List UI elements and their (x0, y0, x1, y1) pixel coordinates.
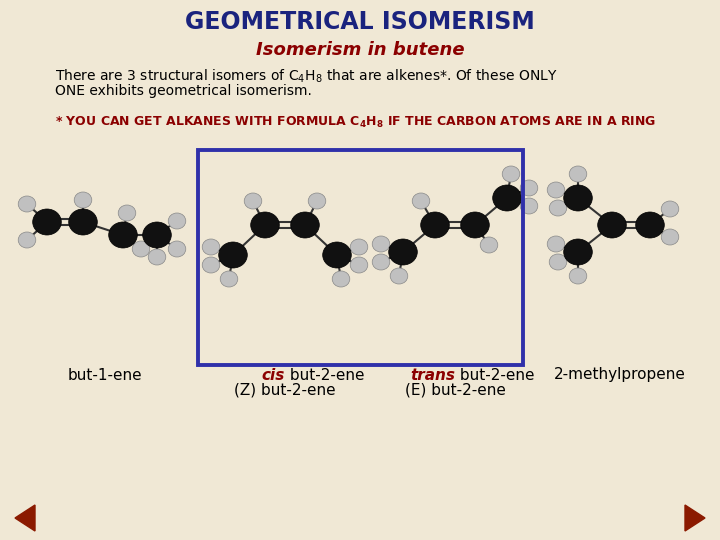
Text: cis: cis (261, 368, 285, 382)
Ellipse shape (598, 212, 626, 238)
Text: 2-methylpropene: 2-methylpropene (554, 368, 686, 382)
Text: Isomerism in butene: Isomerism in butene (256, 41, 464, 59)
Ellipse shape (390, 268, 408, 284)
Ellipse shape (547, 236, 564, 252)
Ellipse shape (32, 209, 61, 235)
Ellipse shape (549, 254, 567, 270)
Ellipse shape (412, 193, 430, 209)
Ellipse shape (219, 242, 247, 268)
Ellipse shape (420, 212, 449, 238)
Ellipse shape (492, 185, 521, 211)
Text: There are 3 structural isomers of $\mathregular{C_4H_8}$ that are alkenes*. Of t: There are 3 structural isomers of $\math… (55, 68, 558, 85)
Ellipse shape (244, 193, 262, 209)
Text: * YOU CAN GET ALKANES WITH FORMULA $\mathregular{C_4H_8}$ IF THE CARBON ATOMS AR: * YOU CAN GET ALKANES WITH FORMULA $\mat… (55, 114, 657, 130)
Ellipse shape (109, 222, 138, 248)
Ellipse shape (503, 166, 520, 182)
Ellipse shape (168, 213, 186, 229)
Text: but-1-ene: but-1-ene (68, 368, 143, 382)
Ellipse shape (350, 239, 368, 255)
Text: ONE exhibits geometrical isomerism.: ONE exhibits geometrical isomerism. (55, 84, 312, 98)
Ellipse shape (18, 196, 36, 212)
Ellipse shape (549, 200, 567, 216)
Ellipse shape (18, 232, 36, 248)
Ellipse shape (661, 201, 679, 217)
Ellipse shape (220, 271, 238, 287)
Ellipse shape (570, 166, 587, 182)
Text: (E) but-2-ene: (E) but-2-ene (405, 382, 505, 397)
Polygon shape (15, 505, 35, 531)
Ellipse shape (74, 192, 92, 208)
Ellipse shape (461, 212, 490, 238)
Ellipse shape (143, 222, 171, 248)
Ellipse shape (636, 212, 665, 238)
Ellipse shape (308, 193, 325, 209)
Ellipse shape (68, 209, 97, 235)
Ellipse shape (291, 212, 319, 238)
Ellipse shape (132, 241, 150, 257)
Ellipse shape (332, 271, 350, 287)
Polygon shape (685, 505, 705, 531)
Ellipse shape (372, 236, 390, 252)
Ellipse shape (661, 229, 679, 245)
Ellipse shape (350, 257, 368, 273)
Ellipse shape (118, 205, 136, 221)
Text: GEOMETRICAL ISOMERISM: GEOMETRICAL ISOMERISM (185, 10, 535, 34)
Ellipse shape (251, 212, 279, 238)
Ellipse shape (521, 198, 538, 214)
Ellipse shape (564, 185, 593, 211)
Text: (Z) but-2-ene: (Z) but-2-ene (234, 382, 336, 397)
Ellipse shape (389, 239, 418, 265)
Ellipse shape (168, 241, 186, 257)
Text: but-2-ene: but-2-ene (455, 368, 534, 382)
Text: trans: trans (410, 368, 455, 382)
Bar (198, 150, 523, 365)
Ellipse shape (547, 182, 564, 198)
Ellipse shape (564, 239, 593, 265)
Ellipse shape (521, 180, 538, 196)
Ellipse shape (480, 237, 498, 253)
Ellipse shape (148, 249, 166, 265)
Ellipse shape (570, 268, 587, 284)
Ellipse shape (202, 257, 220, 273)
Ellipse shape (202, 239, 220, 255)
Text: but-2-ene: but-2-ene (285, 368, 364, 382)
Ellipse shape (372, 254, 390, 270)
Ellipse shape (323, 242, 351, 268)
